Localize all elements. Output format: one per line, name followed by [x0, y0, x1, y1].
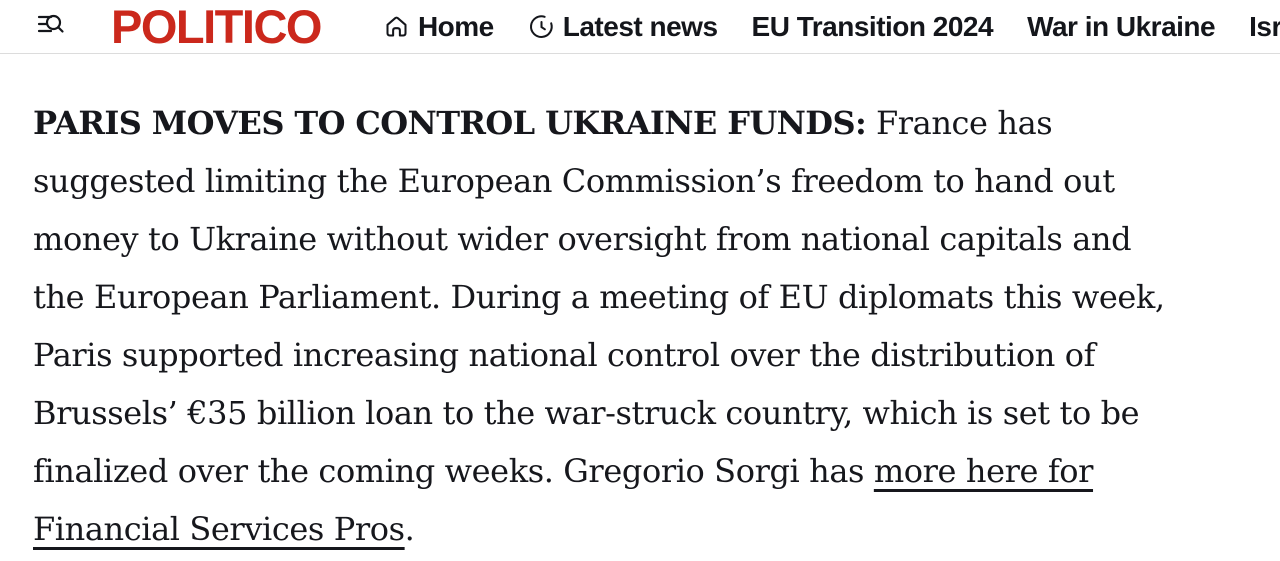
- home-icon: [383, 13, 410, 40]
- nav-item-latest-news[interactable]: Latest news: [528, 11, 718, 43]
- article-body-text: France has suggested limiting the Europe…: [33, 104, 1165, 490]
- main-nav: Home Latest news EU Transition 2024 War …: [383, 11, 1280, 43]
- newsletter-article: PARIS MOVES TO CONTROL UKRAINE FUNDS: Fr…: [0, 54, 1280, 558]
- nav-item-label: War in Ukraine: [1027, 10, 1216, 42]
- article-paragraph: PARIS MOVES TO CONTROL UKRAINE FUNDS: Fr…: [33, 94, 1185, 558]
- article-lead-heading: PARIS MOVES TO CONTROL UKRAINE FUNDS:: [33, 104, 867, 142]
- politico-logo[interactable]: POLITICO: [111, 0, 322, 53]
- clock-icon: [528, 13, 555, 40]
- nav-item-israel-hamas[interactable]: Israel-H: [1249, 11, 1280, 43]
- top-navigation-bar: POLITICO Home Latest news EU Transition …: [0, 0, 1280, 54]
- nav-item-war-in-ukraine[interactable]: War in Ukraine: [1027, 10, 1216, 43]
- search-menu-icon: [35, 9, 65, 44]
- nav-item-label: Home: [417, 10, 494, 42]
- nav-item-label: EU Transition 2024: [751, 10, 994, 42]
- nav-item-label: Latest news: [562, 10, 718, 42]
- nav-item-label: Israel-H: [1249, 10, 1280, 42]
- search-menu-button[interactable]: [33, 10, 67, 44]
- nav-item-home[interactable]: Home: [383, 11, 494, 43]
- financial-services-pros-link[interactable]: more here for Financial Services Pros: [33, 452, 1094, 548]
- nav-item-eu-transition-2024[interactable]: EU Transition 2024: [752, 11, 994, 43]
- article-closing-punctuation: .: [404, 510, 415, 548]
